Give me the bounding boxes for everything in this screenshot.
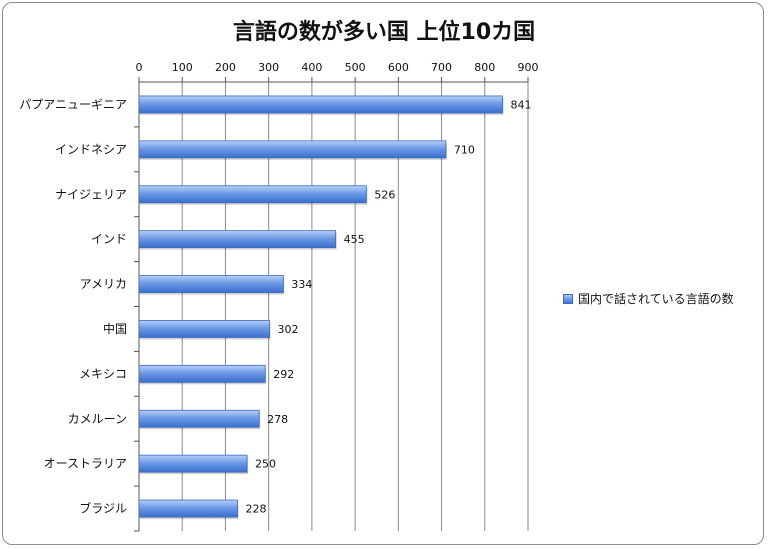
x-tick-label: 500	[345, 61, 366, 74]
data-label: 526	[374, 188, 395, 201]
category-label: 中国	[103, 321, 127, 336]
category-label: ナイジェリア	[55, 187, 127, 201]
category-label: インド	[91, 232, 127, 246]
legend: 国内で話されている言語の数	[563, 290, 734, 307]
bar	[138, 140, 447, 159]
x-tick-label: 300	[258, 61, 279, 74]
data-label: 278	[267, 413, 288, 426]
x-tick-label: 200	[215, 61, 236, 74]
bar	[138, 409, 260, 428]
bar	[138, 185, 367, 204]
category-label: カメルーン	[68, 412, 127, 426]
data-label: 292	[273, 368, 294, 381]
data-label: 710	[454, 143, 475, 156]
chart-title: 言語の数が多い国 上位10カ国	[232, 20, 536, 45]
data-label: 250	[255, 458, 276, 471]
category-label: アメリカ	[80, 277, 127, 291]
bar	[138, 95, 503, 114]
x-tick-label: 100	[172, 61, 193, 74]
bar	[138, 230, 337, 249]
data-label: 228	[246, 503, 267, 516]
x-tick-label: 800	[474, 61, 495, 74]
x-tick-label: 700	[431, 61, 452, 74]
data-label: 455	[344, 233, 365, 246]
data-label: 334	[291, 278, 312, 291]
bar	[138, 454, 248, 473]
bar	[138, 275, 284, 293]
bar	[138, 499, 238, 518]
x-tick-label: 0	[136, 61, 143, 74]
category-label: パプアニューギニア	[19, 97, 127, 111]
data-label: 841	[510, 98, 531, 111]
bars	[138, 95, 504, 520]
legend-swatch	[563, 293, 573, 304]
category-label: オーストラリア	[44, 457, 127, 471]
x-tick-label: 600	[388, 61, 409, 74]
data-label: 302	[278, 323, 299, 336]
bar	[138, 364, 266, 383]
x-tick-label: 900	[518, 61, 539, 74]
category-label: ブラジル	[79, 501, 127, 516]
category-label: インドネシア	[55, 142, 127, 156]
x-tick-label: 400	[301, 61, 322, 74]
category-label: メキシコ	[79, 367, 127, 381]
labels: 0 100 200 300 400 500 600 700 800 900 パプアニューギニア 841…	[19, 61, 538, 516]
legend-label: 国内で話されている言語の数	[578, 292, 734, 306]
bar	[138, 320, 270, 338]
